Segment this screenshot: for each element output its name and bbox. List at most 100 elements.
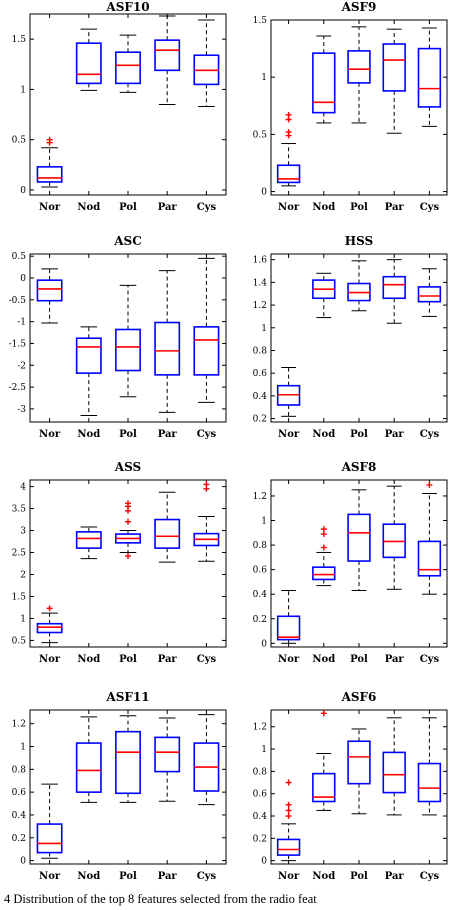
iqr-box bbox=[115, 51, 141, 85]
box-nod bbox=[75, 28, 102, 91]
panel-title: ASF9 bbox=[341, 0, 377, 14]
panel-title: ASS bbox=[114, 460, 141, 474]
y-tick-label: -1.5 bbox=[9, 339, 27, 349]
category-label: Nod bbox=[312, 202, 335, 213]
y-tick-label: 3 bbox=[20, 527, 26, 537]
panel-asc: ASC 0.5 0 -0.5 -1 -1.5 -2 -2.5 -3 Nor Nod Pol Par Cys bbox=[9, 234, 227, 440]
outlier-marker bbox=[320, 526, 327, 533]
category-label: Par bbox=[385, 654, 405, 665]
iqr-box bbox=[36, 279, 63, 302]
box-par bbox=[154, 717, 181, 802]
box-nor bbox=[36, 783, 63, 859]
y-tick-label: 0 bbox=[20, 857, 26, 867]
y-tick-label: 1.2 bbox=[253, 492, 267, 502]
category-label: Par bbox=[158, 871, 178, 882]
y-tick-label: 0 bbox=[261, 857, 267, 867]
y-tick-label: -1 bbox=[17, 318, 26, 328]
y-tick-label: 0.4 bbox=[253, 392, 268, 402]
panel-asf11: ASF11 1.2 1 0.8 0.6 0.4 0.2 0 Nor Nod Pol Par Cys bbox=[12, 690, 227, 882]
outlier-marker bbox=[285, 801, 292, 808]
plot-frame bbox=[270, 253, 448, 423]
iqr-box bbox=[115, 730, 141, 795]
panel-asf6: ASF6 1.2 1 0.8 0.6 0.4 0.2 0 Nor Nod Pol Par Cys bbox=[253, 690, 448, 882]
y-tick-label: 1 bbox=[20, 85, 26, 95]
box-nod bbox=[312, 526, 336, 587]
iqr-box bbox=[193, 326, 220, 376]
category-label: Nod bbox=[77, 871, 100, 882]
box-nor bbox=[36, 605, 63, 644]
box-cys bbox=[417, 717, 442, 816]
box-par bbox=[154, 15, 181, 105]
category-label: Nod bbox=[77, 654, 100, 665]
box-nor bbox=[36, 136, 63, 188]
category-label: Nod bbox=[312, 871, 335, 882]
y-tick-label: 0.4 bbox=[12, 811, 27, 821]
category-label: Nor bbox=[39, 429, 61, 440]
iqr-box bbox=[347, 513, 371, 562]
box-nor bbox=[276, 111, 301, 187]
outlier-marker bbox=[285, 129, 292, 136]
category-label: Cys bbox=[420, 871, 440, 882]
box-par bbox=[154, 491, 181, 563]
y-tick-label: 0 bbox=[20, 186, 26, 196]
category-label: Nod bbox=[77, 429, 100, 440]
box-pol bbox=[115, 500, 141, 560]
iqr-box bbox=[417, 47, 442, 108]
outlier-marker bbox=[285, 111, 292, 118]
box-nod bbox=[75, 716, 102, 803]
box-pol bbox=[347, 260, 371, 312]
iqr-box bbox=[154, 321, 181, 376]
y-tick-label: 0.6 bbox=[12, 788, 27, 798]
category-label: Par bbox=[385, 202, 405, 213]
category-label: Pol bbox=[119, 871, 137, 882]
panel-title: ASF10 bbox=[105, 0, 149, 14]
category-label: Par bbox=[385, 429, 405, 440]
category-label: Pol bbox=[350, 429, 368, 440]
y-tick-label: 0.8 bbox=[253, 346, 268, 356]
y-tick-label: 0.2 bbox=[253, 415, 267, 425]
iqr-box bbox=[276, 838, 301, 856]
box-pol bbox=[347, 728, 371, 815]
box-cys bbox=[417, 268, 442, 317]
outlier-marker bbox=[46, 605, 53, 612]
box-par bbox=[382, 259, 406, 324]
category-label: Pol bbox=[350, 202, 368, 213]
category-label: Nor bbox=[39, 202, 61, 213]
y-tick-label: 0.8 bbox=[253, 767, 268, 777]
iqr-box bbox=[36, 166, 63, 183]
iqr-box bbox=[347, 740, 371, 785]
outlier-marker bbox=[125, 500, 131, 507]
category-label: Nor bbox=[39, 654, 61, 665]
iqr-box bbox=[75, 531, 102, 549]
y-tick-label: 1 bbox=[261, 517, 267, 527]
panel-asf8: ASF8 1.2 1 0.8 0.6 0.4 0.2 0 Nor Nod Pol Par Cys bbox=[253, 460, 448, 665]
category-label: Par bbox=[158, 202, 178, 213]
y-tick-label: 0.5 bbox=[12, 136, 27, 146]
y-tick-label: -3 bbox=[17, 405, 26, 415]
box-nod bbox=[312, 710, 336, 811]
category-label: Cys bbox=[420, 429, 440, 440]
panel-ass: ASS 4 3.5 3 2.5 2 1.5 1 0.5 Nor Nod Pol Par Cys bbox=[12, 460, 227, 665]
iqr-box bbox=[36, 622, 63, 634]
box-nor bbox=[36, 268, 63, 324]
category-label: Pol bbox=[119, 202, 137, 213]
category-label: Pol bbox=[350, 654, 368, 665]
y-tick-label: -0.5 bbox=[9, 296, 27, 306]
iqr-box bbox=[276, 164, 301, 184]
y-tick-label: 0.2 bbox=[12, 834, 26, 844]
category-label: Par bbox=[385, 871, 405, 882]
box-cys bbox=[193, 19, 220, 108]
category-label: Cys bbox=[420, 202, 440, 213]
outlier-marker bbox=[285, 813, 292, 820]
category-label: Pol bbox=[350, 871, 368, 882]
iqr-box bbox=[417, 286, 442, 303]
box-par bbox=[382, 717, 406, 816]
box-par bbox=[154, 270, 181, 413]
category-label: Cys bbox=[420, 654, 440, 665]
y-tick-label: 0.2 bbox=[253, 615, 267, 625]
y-tick-label: 0.5 bbox=[12, 252, 27, 262]
y-tick-label: 0 bbox=[20, 274, 26, 284]
iqr-box bbox=[36, 823, 63, 854]
y-tick-label: 1 bbox=[261, 324, 267, 334]
plot-frame bbox=[29, 709, 227, 865]
